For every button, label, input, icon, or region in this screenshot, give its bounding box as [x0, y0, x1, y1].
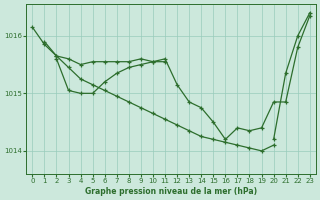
X-axis label: Graphe pression niveau de la mer (hPa): Graphe pression niveau de la mer (hPa) — [85, 187, 257, 196]
